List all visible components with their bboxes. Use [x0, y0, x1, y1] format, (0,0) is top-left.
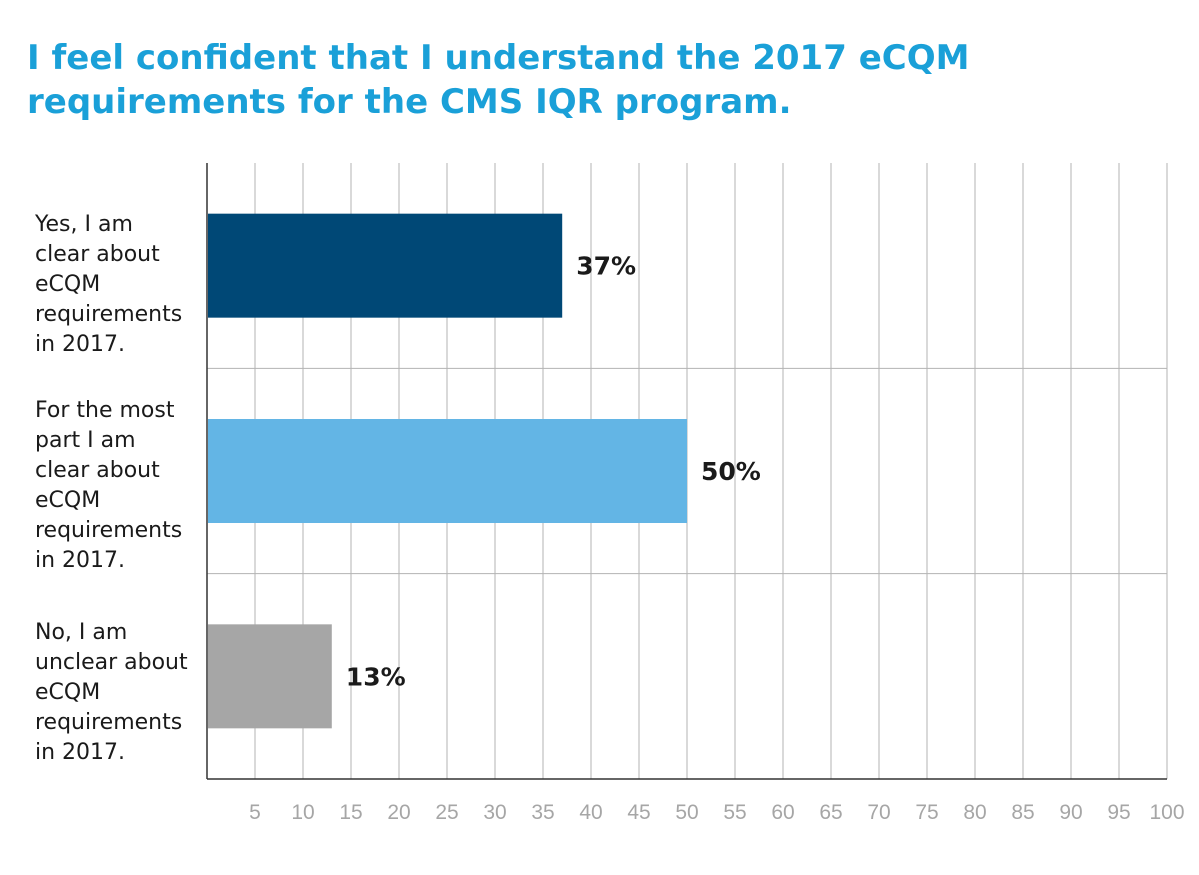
x-tick-label: 60: [771, 801, 794, 824]
x-tick-label: 5: [249, 801, 261, 824]
x-tick-label: 45: [627, 801, 650, 824]
bar: [208, 213, 563, 318]
x-tick-label: 85: [1011, 801, 1034, 824]
chart-title-line-1: I feel confident that I understand the 2…: [27, 38, 970, 78]
category-label-line: requirements: [35, 710, 183, 735]
category-label-line: eCQM: [35, 488, 101, 513]
bar: [208, 624, 332, 729]
x-tick-label: 70: [867, 801, 890, 824]
x-tick-label: 95: [1107, 801, 1130, 824]
x-tick-label: 40: [579, 801, 602, 824]
bar: [208, 419, 687, 523]
category-label-line: part I am: [35, 428, 136, 453]
category-label-line: eCQM: [35, 680, 101, 705]
category-label-line: unclear about: [35, 650, 188, 675]
category-label-line: requirements: [35, 302, 183, 327]
x-tick-label: 75: [915, 801, 938, 824]
x-tick-label: 10: [291, 801, 314, 824]
x-tick-label: 15: [339, 801, 362, 824]
x-tick-label: 30: [483, 801, 506, 824]
category-label-line: clear about: [35, 242, 160, 267]
category-label-mostly: For the most part I am clear about eCQM …: [35, 396, 205, 576]
x-tick-label: 65: [819, 801, 842, 824]
x-tick-label: 80: [963, 801, 986, 824]
x-tick-label: 55: [723, 801, 746, 824]
x-tick-label: 90: [1059, 801, 1082, 824]
category-label-line: eCQM: [35, 272, 101, 297]
category-label-no: No, I am unclear about eCQM requirements…: [35, 618, 205, 768]
chart-title: I feel confident that I understand the 2…: [27, 36, 1027, 124]
x-tick-label: 25: [435, 801, 458, 824]
bar-value-label: 50%: [701, 457, 761, 486]
category-label-line: in 2017.: [35, 332, 126, 357]
bar-value-label: 37%: [576, 252, 636, 281]
category-label-line: Yes, I am: [35, 212, 133, 237]
chart-title-line-2: requirements for the CMS IQR program.: [27, 82, 792, 122]
category-label-line: No, I am: [35, 620, 128, 645]
category-label-line: requirements: [35, 518, 183, 543]
bar-value-label: 13%: [346, 662, 406, 691]
x-tick-label: 20: [387, 801, 410, 824]
category-label-yes: Yes, I am clear about eCQM requirements …: [35, 210, 205, 360]
category-label-line: in 2017.: [35, 548, 126, 573]
x-tick-label: 100: [1149, 801, 1184, 824]
category-label-line: in 2017.: [35, 740, 126, 765]
x-tick-label: 35: [531, 801, 554, 824]
category-label-line: For the most: [35, 398, 175, 423]
x-tick-label: 50: [675, 801, 698, 824]
category-label-line: clear about: [35, 458, 160, 483]
